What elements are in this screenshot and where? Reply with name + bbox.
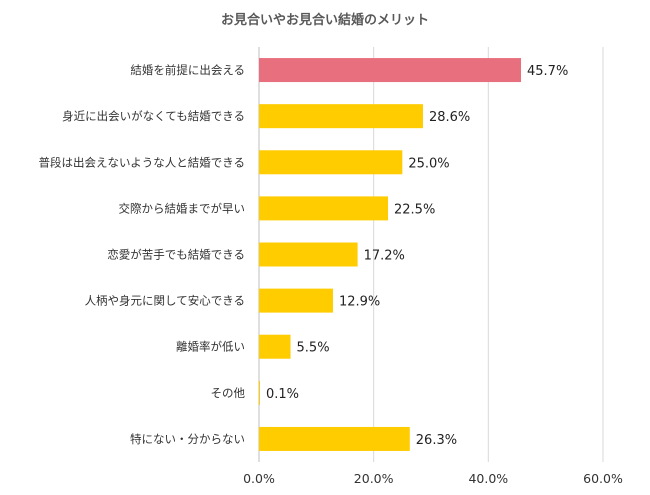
category-label: 離婚率が低い	[176, 340, 245, 354]
category-labels: 結婚を前提に出会える身近に出会いがなくても結婚できる普段は出会えないような人と結…	[38, 63, 245, 446]
x-tick-label: 20.0%	[354, 471, 394, 486]
category-label: 身近に出会いがなくても結婚できる	[62, 109, 245, 123]
bar	[259, 242, 358, 267]
category-label: 普段は出会えないような人と結婚できる	[38, 155, 245, 169]
data-label: 5.5%	[297, 341, 330, 356]
bar	[259, 104, 423, 129]
data-label: 22.5%	[394, 202, 435, 217]
bars	[259, 58, 522, 451]
data-label: 26.3%	[416, 433, 457, 448]
data-label: 12.9%	[339, 295, 380, 310]
x-tick-labels: 0.0% 20.0% 40.0% 60.0%	[243, 471, 623, 486]
chart-title: お見合いやお見合い結婚のメリット	[221, 12, 429, 28]
x-tick-label: 0.0%	[243, 471, 275, 486]
bar	[259, 380, 260, 405]
x-tick-label: 40.0%	[468, 471, 508, 486]
category-label: 特にない・分からない	[130, 432, 245, 446]
data-label: 45.7%	[527, 64, 568, 79]
data-label: 17.2%	[364, 249, 405, 264]
category-label: 結婚を前提に出会える	[130, 63, 245, 77]
bar	[259, 334, 291, 359]
bar	[259, 150, 403, 175]
category-label: 人柄や身元に関して安心できる	[85, 294, 245, 308]
bar	[259, 58, 522, 83]
category-label: 恋愛が苦手でも結婚できる	[107, 248, 245, 262]
bar	[259, 288, 333, 313]
data-label: 0.1%	[266, 387, 299, 402]
data-label: 28.6%	[429, 110, 470, 125]
bar	[259, 196, 388, 221]
value-labels: 45.7% 28.6% 25.0% 22.5% 17.2% 12.9% 5.5% 0.1% 26…	[266, 64, 568, 448]
data-label: 25.0%	[408, 156, 449, 171]
category-label: 交際から結婚までが早い	[119, 201, 246, 215]
x-tick-label: 60.0%	[583, 471, 623, 486]
bar	[259, 426, 410, 451]
category-label: その他	[211, 386, 246, 400]
